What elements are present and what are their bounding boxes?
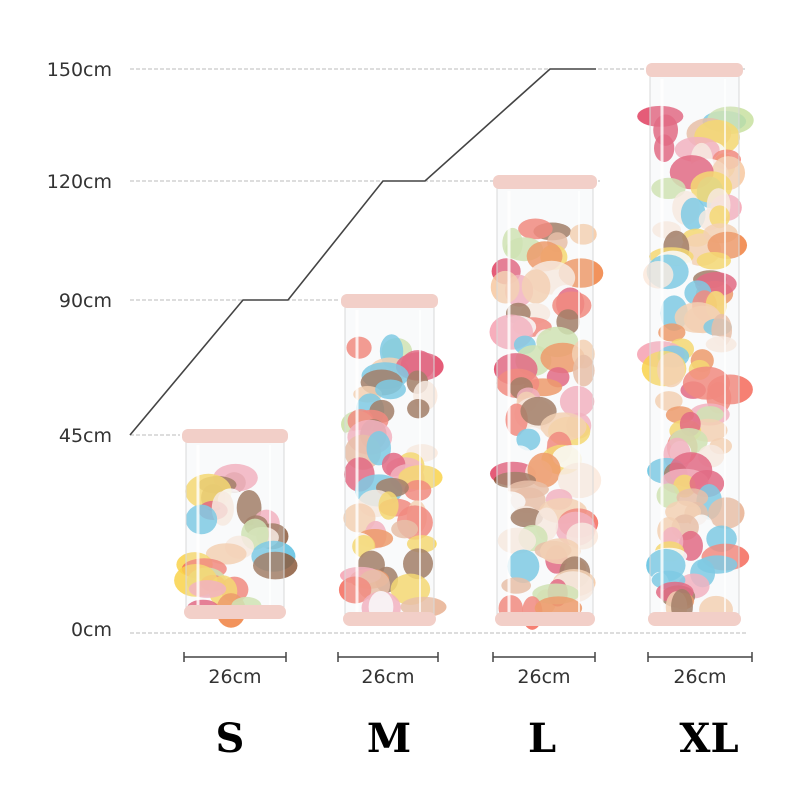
diameter-label-l: 26cm [517,666,570,688]
size-label-s: S [216,715,245,762]
size-label-xl: XL [679,715,738,762]
cylinder-xl [637,63,754,626]
size-label-l: L [528,715,556,762]
base-xl [648,612,741,626]
base-m [343,612,436,626]
diameter-bar-m [337,652,439,662]
height-label-90: 90cm [59,290,112,312]
toys-m [338,334,447,625]
diameter-bar-l [492,652,596,662]
cylinder-l [489,175,604,630]
diameter-bar-xl [647,652,753,662]
height-label-120: 120cm [47,171,112,193]
lid-xl [646,63,743,77]
height-step-line [129,68,596,436]
base-s [184,605,286,619]
size-label-m: M [367,715,411,762]
diameter-label-m: 26cm [361,666,414,688]
lid-m [341,294,438,308]
toys-xl [637,105,754,625]
base-l [495,612,595,626]
height-label-45: 45cm [59,425,112,447]
height-label-0: 0cm [71,619,112,641]
diameter-label-xl: 26cm [673,666,726,688]
toys-s [174,463,298,628]
diameter-bar-s [183,652,287,662]
cylinder-m [338,294,447,626]
lid-s [182,429,288,443]
cylinder-s [174,429,298,628]
diameter-label-s: 26cm [208,666,261,688]
height-label-150: 150cm [47,59,112,81]
toys-l [489,218,604,630]
lid-l [493,175,597,189]
